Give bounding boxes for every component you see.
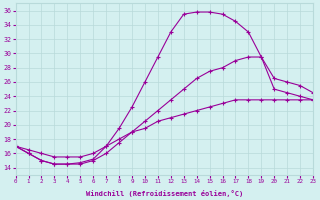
X-axis label: Windchill (Refroidissement éolien,°C): Windchill (Refroidissement éolien,°C) <box>86 190 243 197</box>
